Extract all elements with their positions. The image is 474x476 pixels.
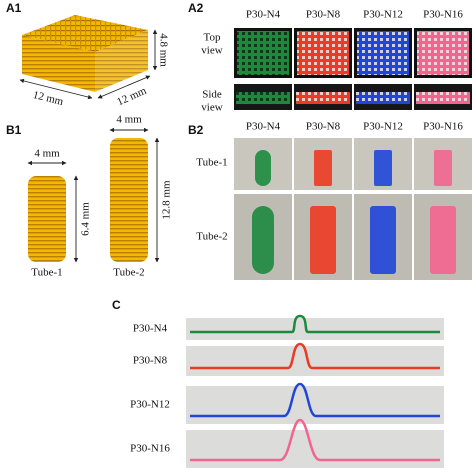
scaffold-top-view (237, 31, 289, 75)
column-header: P30-N16 (423, 9, 463, 21)
panel-label: B2 (188, 123, 204, 137)
scaffold-side-view (296, 92, 350, 104)
column-header: P30-N12 (363, 121, 403, 133)
tube-name: Tube-1 (31, 267, 62, 279)
row-label: view (201, 45, 222, 57)
row-label: view (201, 102, 222, 114)
row-label: P30-N8 (133, 355, 168, 367)
row-label: P30-N4 (133, 323, 168, 335)
row-label: P30-N12 (130, 399, 170, 411)
filament (190, 418, 440, 462)
printed-tube (255, 150, 271, 186)
column-header: P30-N4 (246, 121, 281, 133)
dimension-label: 12.8 mm (161, 180, 173, 220)
row-label: Tube-1 (196, 157, 227, 169)
dimension-arrow (97, 75, 151, 99)
scaffold-front (22, 35, 95, 92)
scaffold-top-view (357, 31, 409, 75)
tube (28, 176, 66, 262)
panel-label: B1 (6, 123, 22, 137)
printed-tube (430, 206, 456, 274)
column-header: P30-N12 (363, 9, 403, 21)
dimension-label: 6.4 mm (80, 202, 92, 236)
column-header: P30-N16 (423, 121, 463, 133)
strip-photo (186, 430, 444, 468)
printed-tube (374, 150, 392, 186)
dimension-label: 4 mm (116, 114, 142, 126)
scaffold-side-view (416, 92, 470, 104)
tube (110, 138, 148, 262)
row-label: Tube-2 (196, 231, 227, 243)
printed-tube (252, 206, 274, 274)
panel-label: C (112, 298, 121, 312)
panel-label: A1 (6, 1, 22, 15)
dimension-arrow (19, 78, 93, 100)
strip-photo (186, 386, 444, 424)
filament (190, 342, 440, 370)
dimension-label: 4 mm (34, 148, 60, 160)
printed-tube (310, 206, 336, 274)
tube-name: Tube-2 (113, 267, 144, 279)
scaffold-side-view (356, 92, 410, 104)
row-label: Top (204, 32, 221, 44)
strip-photo (186, 318, 444, 340)
panel-label: A2 (188, 1, 204, 15)
dimension-label: 4.8 mm (157, 33, 169, 67)
printed-tube (370, 206, 396, 274)
scaffold-top (22, 15, 148, 52)
strip-photo (186, 346, 444, 376)
column-header: P30-N8 (306, 121, 341, 133)
dimension-label: 12 mm (32, 89, 65, 108)
column-header: P30-N8 (306, 9, 341, 21)
filament (190, 314, 440, 334)
printed-tube (314, 150, 332, 186)
column-header: P30-N4 (246, 9, 281, 21)
printed-tube (434, 150, 452, 186)
scaffold-top-view (297, 31, 349, 75)
row-label: Side (202, 89, 222, 101)
scaffold-side-view (236, 92, 290, 104)
row-label: P30-N16 (130, 443, 170, 455)
filament (190, 382, 440, 418)
scaffold-top-view (417, 31, 469, 75)
